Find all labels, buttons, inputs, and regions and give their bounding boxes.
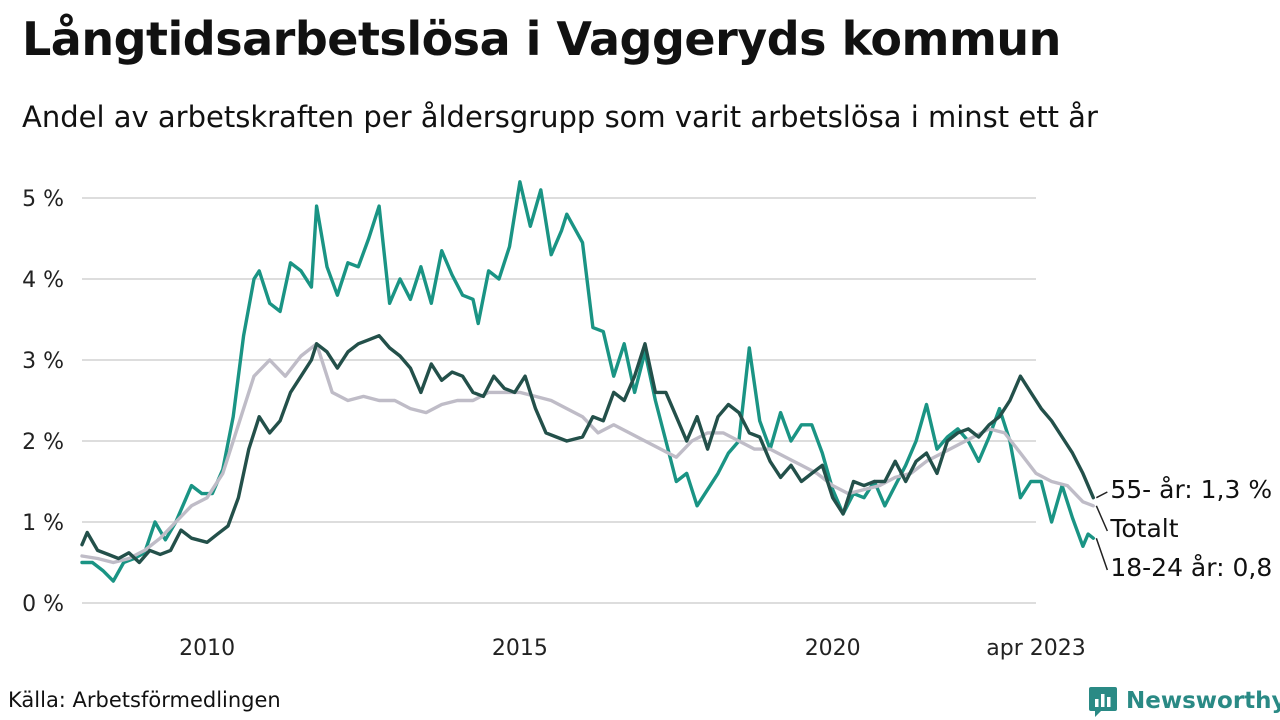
end-label-young: 18-24 år: 0,8 % [1110,553,1280,582]
end-label-total: Totalt [1109,514,1178,543]
x-tick-label: 2020 [805,636,861,661]
y-tick-label: 2 % [22,430,64,455]
end-labels: 18-24 år: 0,8 % Totalt 55- år: 1,3 % [1095,475,1280,582]
line-chart: 0 %1 %2 %3 %4 %5 % 2010 2015 2020 apr 2023 … [22,180,1280,661]
y-tick-label: 3 % [22,349,64,374]
end-label-connector [1095,505,1109,532]
y-tick-label: 1 % [22,511,64,536]
series-line-old [80,334,1095,565]
y-tick-label: 4 % [22,268,64,293]
source-note: Källa: Arbetsförmedlingen [8,688,281,712]
series-lines [80,180,1095,583]
y-tick-label: 5 % [22,187,64,212]
series-line-young [80,180,1095,583]
series-line-total [80,342,1095,565]
chart-title: Långtidsarbetslösa i Vaggeryds kommun [22,12,1061,66]
x-tick-label: apr 2023 [986,636,1085,661]
end-label-connector [1095,537,1109,571]
y-tick-label: 0 % [22,592,64,617]
x-tick-label: 2010 [179,636,235,661]
grid-lines [82,197,1036,604]
bar-chart-logo-icon [1089,687,1117,717]
y-axis-ticks: 0 % 1 % 2 % 3 % 4 % 5 % [22,187,64,617]
x-axis-ticks: 2010 2015 2020 apr 2023 [179,636,1086,661]
brand-name: Newsworthy [1126,688,1280,714]
end-label-connector [1095,491,1108,499]
end-label-old: 55- år: 1,3 % [1110,475,1272,504]
x-tick-label: 2015 [492,636,548,661]
brand-logo[interactable]: Newsworthy [1088,684,1280,718]
chart-subtitle: Andel av arbetskraften per åldersgrupp s… [22,100,1098,134]
